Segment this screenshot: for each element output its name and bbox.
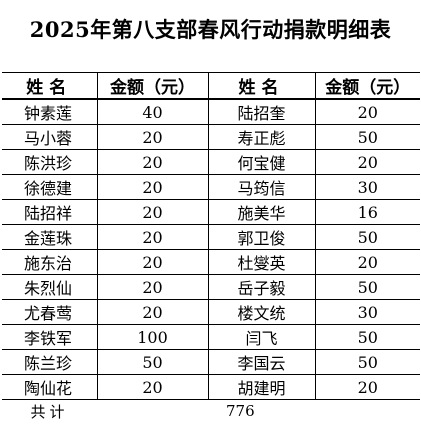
total-value: 776 (226, 402, 255, 420)
donor-amount-cell: 50 (96, 349, 208, 375)
donor-name-cell: 郭卫俊 (207, 224, 315, 250)
table-row: 陈兰珍 50 李国云 50 (2, 349, 420, 375)
header-name-2: 姓名 (207, 72, 315, 100)
donor-name-cell: 陈兰珍 (2, 349, 97, 375)
table-row: 陶仙花 20 胡建明 20 (2, 374, 420, 400)
table-row: 尤春莺 20 楼文统 30 (2, 299, 420, 325)
donor-name-cell: 马小蓉 (2, 124, 97, 150)
donor-name-cell: 陶仙花 (2, 374, 97, 400)
donor-name-cell: 胡建明 (207, 374, 315, 400)
donor-amount-cell: 20 (96, 124, 208, 150)
total-label: 共计 (30, 402, 69, 421)
donor-amount-cell: 20 (314, 374, 420, 400)
donor-amount-cell: 20 (314, 149, 420, 175)
table-row: 徐德建 20 马筠信 30 (2, 174, 420, 200)
donor-amount-cell: 20 (96, 174, 208, 200)
donor-amount-cell: 20 (96, 299, 208, 325)
header-amount-1: 金额（元） (96, 72, 208, 100)
donor-name-cell: 楼文统 (207, 299, 315, 325)
donor-name-cell: 尤春莺 (2, 299, 97, 325)
donor-amount-cell: 40 (96, 99, 208, 125)
table-row: 钟素莲 40 陆招奎 20 (2, 99, 420, 125)
donor-amount-cell: 30 (314, 299, 420, 325)
table-row: 陆招祥 20 施美华 16 (2, 199, 420, 225)
donor-name-cell: 金莲珠 (2, 224, 97, 250)
donor-name-cell: 朱烈仙 (2, 274, 97, 300)
donor-name-cell: 施美华 (207, 199, 315, 225)
donor-amount-cell: 50 (314, 224, 420, 250)
donor-name-cell: 李铁军 (2, 324, 97, 350)
table-row: 施东治 20 杜燮英 20 (2, 249, 420, 275)
donor-name-cell: 李国云 (207, 349, 315, 375)
table-row: 金莲珠 20 郭卫俊 50 (2, 224, 420, 250)
page-title: 2025年第八支部春风行动捐款明细表 (29, 17, 392, 42)
donor-amount-cell: 16 (314, 199, 420, 225)
donor-amount-cell: 20 (314, 99, 420, 125)
table-row: 朱烈仙 20 岳子毅 50 (2, 274, 420, 300)
donor-amount-cell: 50 (314, 274, 420, 300)
donor-amount-cell: 50 (314, 124, 420, 150)
donor-amount-cell: 50 (314, 349, 420, 375)
donor-name-cell: 闫飞 (207, 324, 315, 350)
donor-name-cell: 杜燮英 (207, 249, 315, 275)
donor-name-cell: 陈洪珍 (2, 149, 97, 175)
donor-name-cell: 何宝健 (207, 149, 315, 175)
header-name-1: 姓名 (2, 72, 97, 100)
table-row: 李铁军 100 闫飞 50 (2, 324, 420, 350)
donor-amount-cell: 20 (96, 199, 208, 225)
donor-amount-cell: 50 (314, 324, 420, 350)
donor-name-cell: 岳子毅 (207, 274, 315, 300)
donor-amount-cell: 20 (96, 149, 208, 175)
donor-amount-cell: 100 (96, 324, 208, 350)
header-row: 姓名 金额（元） 姓名 金额（元） (2, 72, 420, 100)
donor-name-cell: 陆招奎 (207, 99, 315, 125)
table-row: 马小蓉 20 寿正彪 50 (2, 124, 420, 150)
donor-name-cell: 钟素莲 (2, 99, 97, 125)
donor-amount-cell: 20 (96, 249, 208, 275)
donor-name-cell: 施东治 (2, 249, 97, 275)
total-spacer (97, 400, 208, 423)
donor-amount-cell: 20 (96, 274, 208, 300)
donation-table: 姓名 金额（元） 姓名 金额（元） 钟素莲 40 陆招奎 20 马小蓉 20 寿正彪 50 陈洪… (2, 72, 420, 422)
donor-amount-cell: 30 (314, 174, 420, 200)
donor-amount-cell: 20 (96, 374, 208, 400)
donor-name-cell: 马筠信 (207, 174, 315, 200)
table-row: 陈洪珍 20 何宝健 20 (2, 149, 420, 175)
header-amount-2: 金额（元） (314, 72, 420, 100)
donor-name-cell: 陆招祥 (2, 199, 97, 225)
donor-amount-cell: 20 (314, 249, 420, 275)
donor-name-cell: 寿正彪 (207, 124, 315, 150)
donor-amount-cell: 20 (96, 224, 208, 250)
donor-name-cell: 徐德建 (2, 174, 97, 200)
total-row: 共计 776 (2, 400, 420, 423)
